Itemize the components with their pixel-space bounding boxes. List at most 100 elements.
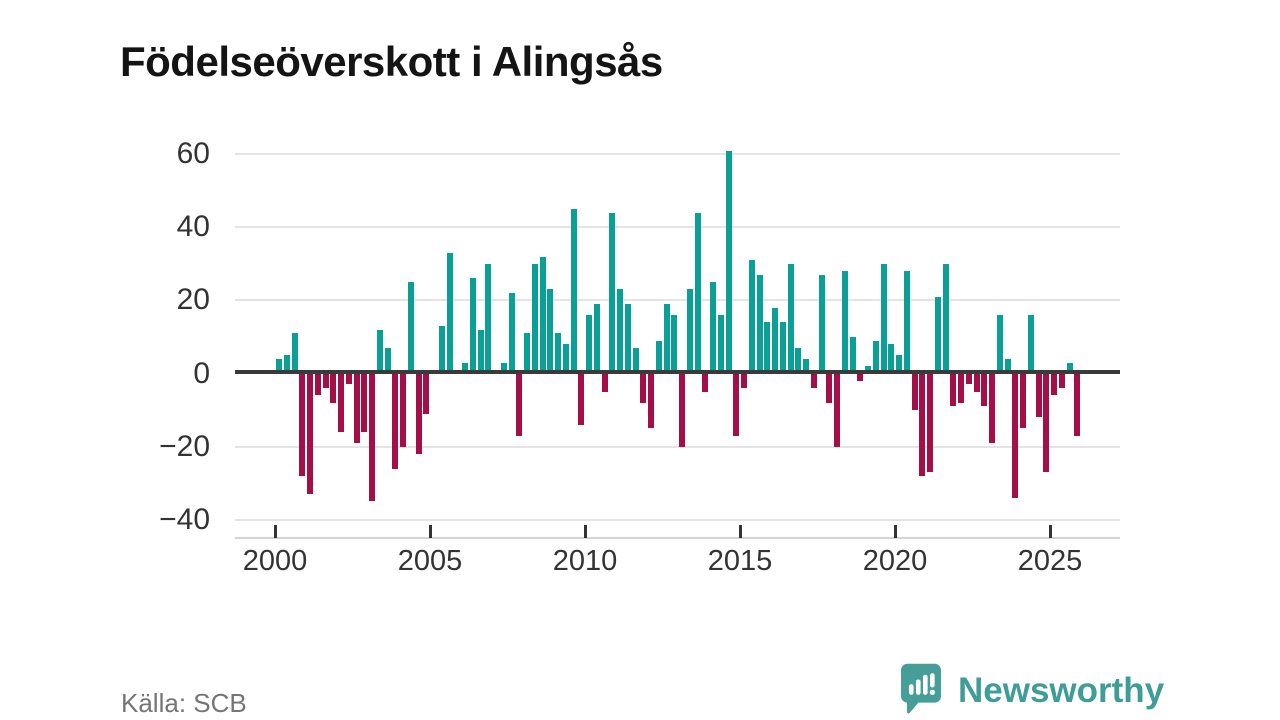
bar-2023-q3 <box>1004 358 1011 374</box>
x-axis-line <box>235 537 1120 539</box>
bar-2012-q3 <box>663 304 670 374</box>
newsworthy-bubble-chart-icon <box>901 663 941 714</box>
source-note: Källa: SCB <box>121 688 247 718</box>
bar-2003-q4 <box>392 373 399 469</box>
bar-2012-q4 <box>671 315 678 374</box>
x-axis-tick <box>583 525 587 538</box>
bar-2014-q2 <box>717 315 724 374</box>
zero-axis-line <box>235 370 1120 374</box>
bar-2002-q2 <box>345 373 352 385</box>
bar-2006-q1 <box>462 362 468 374</box>
bar-2008-q3 <box>539 256 546 374</box>
x-axis-tick <box>1048 525 1052 538</box>
bar-2015-q2 <box>748 260 755 374</box>
bar-2023-q2 <box>996 315 1003 374</box>
bar-2020-q4 <box>919 373 926 476</box>
bar-2019-q4 <box>888 344 895 374</box>
newsworthy-logo: Newsworthy <box>900 663 1164 716</box>
bar-2009-q3 <box>570 209 577 374</box>
bar-2006-q2 <box>469 278 476 374</box>
bar-2020-q2 <box>903 271 910 374</box>
bar-2013-q2 <box>686 289 693 374</box>
bar-2022-q1 <box>958 373 964 403</box>
bar-2011-q2 <box>624 304 631 374</box>
bar-2010-q4 <box>609 212 616 374</box>
gridline <box>235 226 1120 229</box>
bar-2000-q4 <box>299 373 306 476</box>
bar-2021-q3 <box>942 263 949 374</box>
x-axis-tick <box>428 525 432 538</box>
bar-2010-q1 <box>586 315 592 374</box>
bar-2018-q3 <box>849 336 856 374</box>
bar-2002-q3 <box>353 373 360 443</box>
gridline <box>235 445 1120 448</box>
x-axis-tick <box>273 525 277 538</box>
bar-2005-q2 <box>438 325 445 374</box>
bar-2015-q4 <box>764 322 771 374</box>
bar-2011-q3 <box>632 347 639 374</box>
bar-2014-q1 <box>710 282 716 374</box>
bar-2017-q2 <box>810 373 817 389</box>
bar-2018-q2 <box>841 271 848 374</box>
bar-2021-q1 <box>927 373 933 473</box>
bar-2017-q3 <box>818 274 825 374</box>
bar-2010-q3 <box>601 373 608 392</box>
x-axis-label: 2010 <box>552 545 618 577</box>
bar-2009-q4 <box>578 373 585 425</box>
x-axis-label: 2025 <box>1017 545 1083 577</box>
gridline <box>235 153 1120 156</box>
x-axis-label: 2020 <box>862 545 928 577</box>
bar-2025-q2 <box>1058 373 1065 389</box>
bar-2001-q2 <box>314 373 321 396</box>
bar-2006-q4 <box>485 263 492 374</box>
bar-2012-q2 <box>655 340 662 374</box>
x-axis-label: 2015 <box>707 545 773 577</box>
bar-2020-q3 <box>911 373 918 411</box>
bar-2001-q4 <box>330 373 337 403</box>
bar-2022-q4 <box>981 373 988 407</box>
bar-2024-q1 <box>1020 373 1026 429</box>
bar-2004-q2 <box>407 282 414 374</box>
x-axis-tick <box>738 525 742 538</box>
y-axis-label: −20 <box>159 429 210 463</box>
bar-2023-q1 <box>989 373 995 443</box>
bar-2017-q1 <box>803 358 809 374</box>
bar-2024-q2 <box>1027 315 1034 374</box>
newsworthy-wordmark: Newsworthy <box>958 670 1165 710</box>
bar-2013-q1 <box>679 373 685 447</box>
bar-2000-q1 <box>276 358 282 374</box>
bar-2022-q3 <box>973 373 980 392</box>
bar-2009-q1 <box>555 333 561 374</box>
y-axis-label: 40 <box>176 210 210 244</box>
bar-2014-q3 <box>725 150 732 374</box>
bar-2018-q4 <box>857 373 864 381</box>
bar-2003-q3 <box>384 347 391 374</box>
chart-title: Födelseöverskott i Alingsås <box>120 38 663 86</box>
bar-2024-q4 <box>1043 373 1050 473</box>
bar-2025-q3 <box>1066 362 1073 374</box>
bar-2004-q4 <box>423 373 430 414</box>
bar-2002-q4 <box>361 373 368 432</box>
bar-2003-q1 <box>369 373 375 502</box>
bar-2019-q3 <box>880 263 887 374</box>
bar-2017-q4 <box>826 373 833 403</box>
bar-2014-q4 <box>733 373 740 436</box>
bar-2022-q2 <box>965 373 972 385</box>
bar-2015-q3 <box>756 274 763 374</box>
y-axis-label: 60 <box>176 137 210 171</box>
bar-2007-q4 <box>516 373 523 436</box>
bar-2023-q4 <box>1012 373 1019 498</box>
bar-2012-q1 <box>648 373 654 429</box>
bar-2013-q3 <box>694 212 701 374</box>
bar-2005-q3 <box>446 252 453 374</box>
bar-2021-q4 <box>950 373 957 407</box>
gridline <box>235 518 1120 521</box>
bar-2015-q1 <box>741 373 747 389</box>
bar-2019-q1 <box>865 366 871 374</box>
bar-2000-q2 <box>283 355 290 374</box>
bar-2024-q3 <box>1035 373 1042 418</box>
bar-2016-q4 <box>795 347 802 374</box>
y-axis-label: −40 <box>159 502 210 536</box>
bar-2010-q2 <box>593 304 600 374</box>
